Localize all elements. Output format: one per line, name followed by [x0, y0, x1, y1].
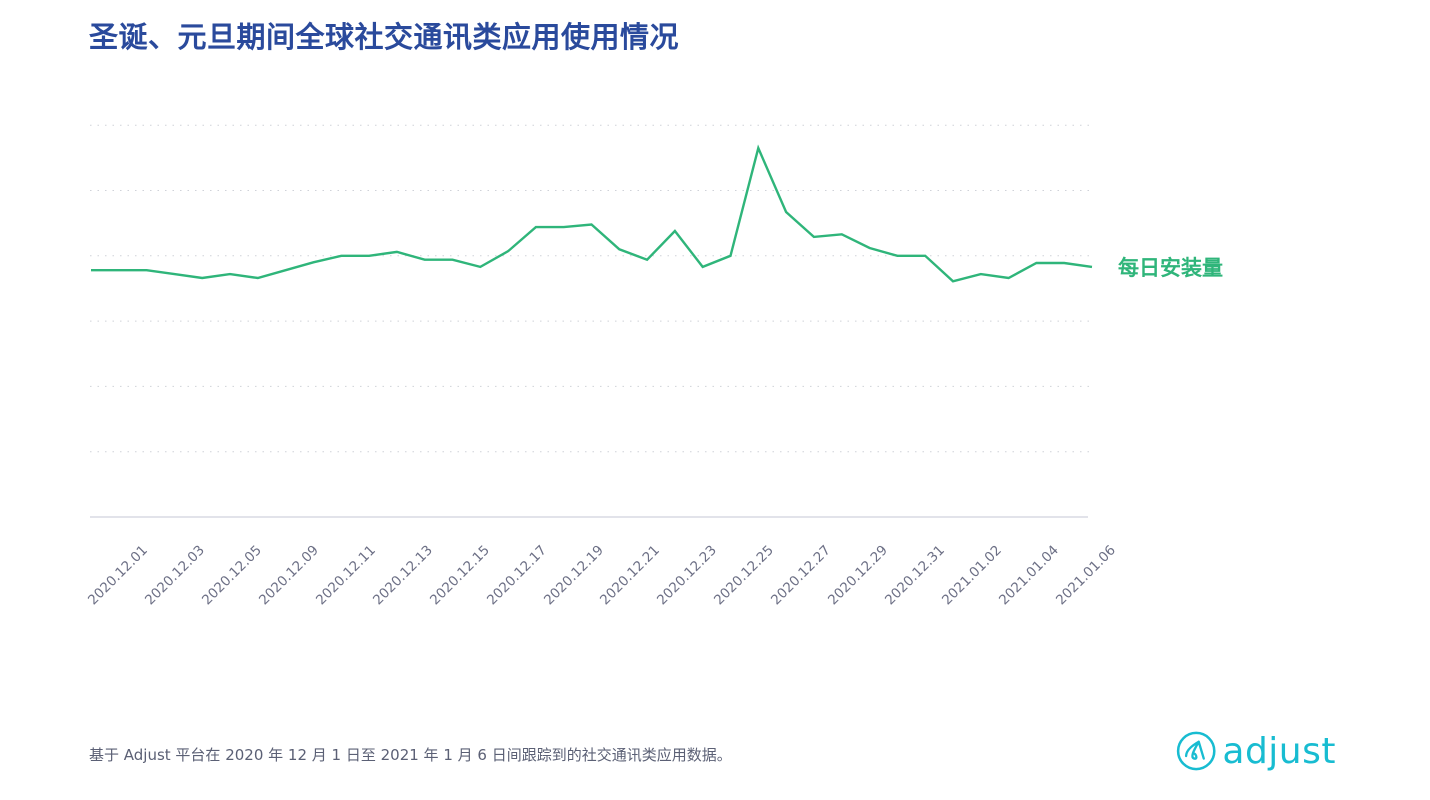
series-label-daily-installs: 每日安装量 — [1118, 256, 1223, 280]
chart-title: 圣诞、元旦期间全球社交通讯类应用使用情况 — [89, 20, 680, 54]
gridlines — [90, 124, 1093, 453]
daily-installs-line — [91, 144, 1093, 283]
adjust-logo-icon — [1176, 731, 1216, 771]
footnote: 基于 Adjust 平台在 2020 年 12 月 1 日至 2021 年 1 … — [89, 746, 732, 764]
logo-text: adjust — [1222, 730, 1336, 772]
adjust-logo: adjust — [1176, 724, 1336, 778]
